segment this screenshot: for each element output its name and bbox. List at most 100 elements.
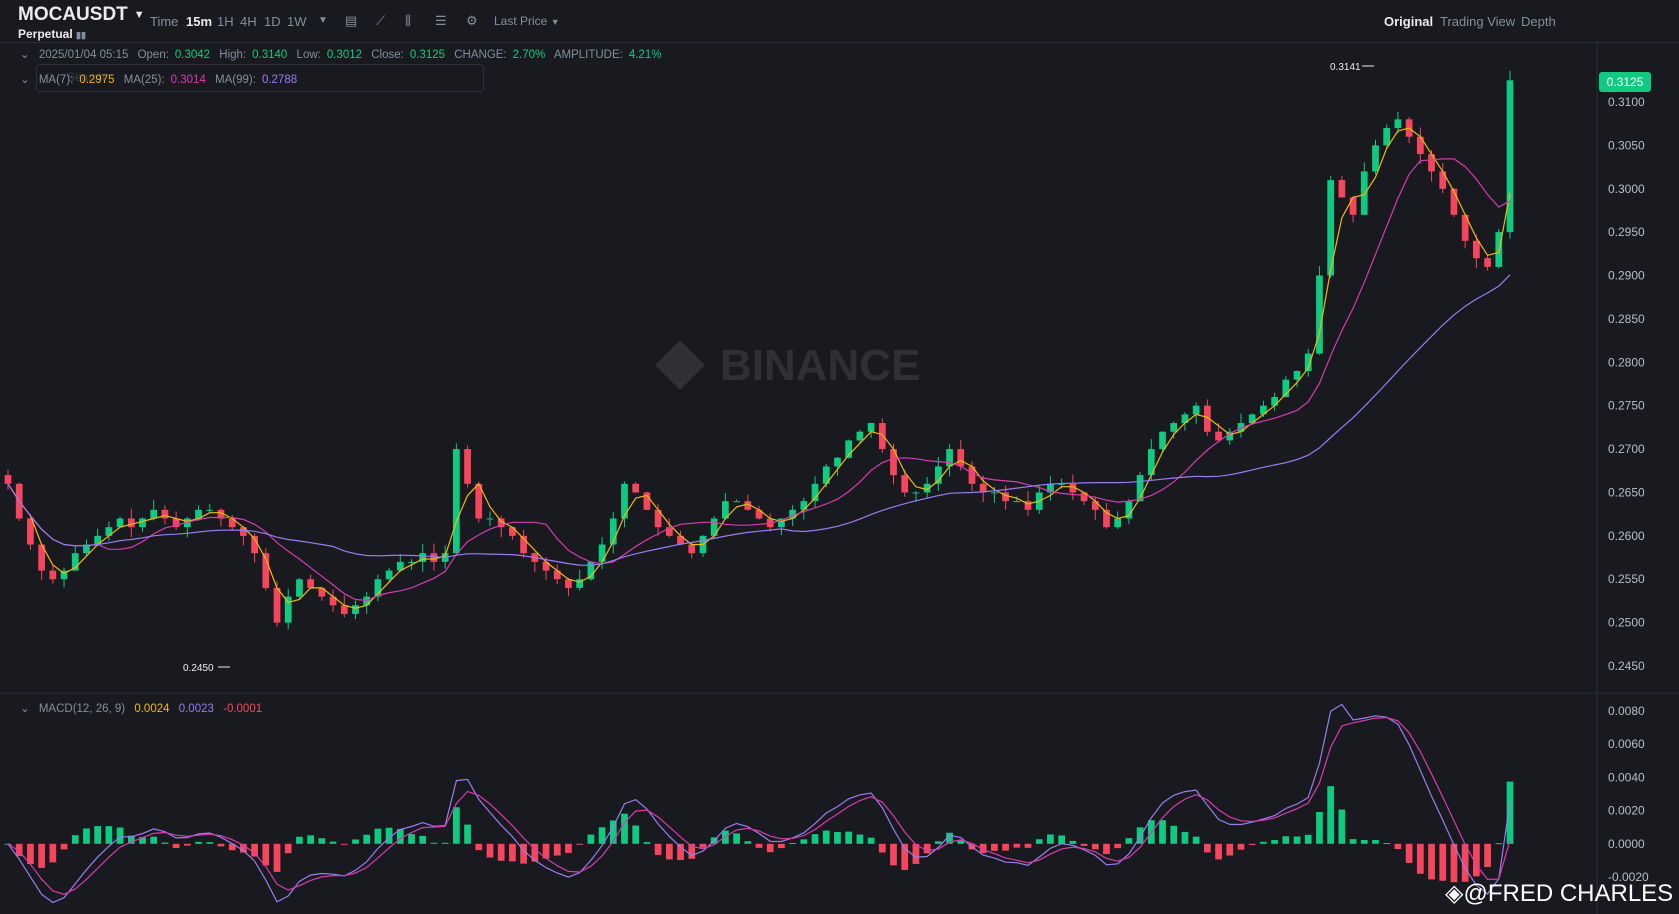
candle-body <box>1125 501 1133 519</box>
candle-body <box>1383 128 1391 146</box>
macd-histogram-bar <box>991 843 998 851</box>
macd-histogram-bar <box>385 827 393 844</box>
candle-body <box>240 527 247 536</box>
binance-watermark-text: BINANCE <box>720 341 920 390</box>
candle-body <box>1159 431 1166 450</box>
candle-body <box>475 483 483 519</box>
collapse-chevron-icon[interactable]: ⌄ <box>20 74 30 86</box>
price-type-dropdown[interactable]: Last Price ▼ <box>494 14 560 28</box>
candle-body <box>822 466 830 484</box>
collapse-chevron-icon[interactable]: ⌄ <box>20 703 30 715</box>
candle-body <box>1002 492 1009 502</box>
candle-body <box>654 509 662 528</box>
candle-body <box>94 535 102 545</box>
macd-histogram-bar <box>632 825 640 844</box>
calendar-icon[interactable]: ▤ <box>345 13 358 28</box>
candle-body <box>4 475 12 484</box>
candle-body <box>1024 501 1032 510</box>
macd-histogram-bar <box>531 843 539 862</box>
macd-histogram-bar <box>811 834 819 844</box>
macd-histogram-bar <box>1226 843 1234 856</box>
macd-dif-line <box>7 703 1511 904</box>
indicator-icon[interactable]: ⟋ <box>376 13 386 28</box>
search-placeholder: Search <box>67 70 106 84</box>
macd-histogram-bar <box>296 836 303 844</box>
candle-body <box>27 518 34 545</box>
macd-histogram-bar <box>1360 840 1368 844</box>
change-value: 2.70% <box>512 49 546 61</box>
candle-body <box>509 527 516 536</box>
macd-info-row: ⌄ MACD(12, 26, 9) 0.0024 0.0023 -0.0001 <box>20 701 268 715</box>
macd-histogram-bar <box>1103 843 1110 855</box>
candle-body <box>677 535 684 545</box>
view-depth[interactable]: Depth <box>1521 14 1556 29</box>
macd-histogram-bar <box>475 843 483 851</box>
view-original[interactable]: Original <box>1384 14 1434 29</box>
macd-histogram-bar <box>542 843 550 859</box>
candle-body <box>71 553 79 571</box>
macd-histogram-bar <box>688 843 696 859</box>
layout-icon[interactable]: ☰ <box>435 13 447 28</box>
macd-histogram-bar <box>654 843 662 855</box>
tab-1h[interactable]: 1H <box>217 14 234 29</box>
price-tick-label: 0.2600 <box>1608 529 1645 543</box>
symbol-selector[interactable]: MOCAUSDT ▼ <box>18 4 145 26</box>
tab-1d[interactable]: 1D <box>264 14 281 29</box>
macd-histogram-bar <box>1125 838 1133 844</box>
candle-body <box>318 587 326 597</box>
macd-histogram-bar <box>1181 831 1189 844</box>
macd-histogram-bar <box>957 840 965 844</box>
price-tick-label: 0.3050 <box>1608 138 1645 152</box>
macd-histogram <box>4 781 1514 883</box>
candle-body <box>722 501 729 519</box>
tab-1w[interactable]: 1W <box>287 14 307 29</box>
macd-histogram-bar <box>1271 840 1278 844</box>
macd-histogram-bar <box>1136 827 1144 844</box>
macd-histogram-bar <box>71 835 79 844</box>
macd-histogram-bar <box>1035 839 1043 844</box>
tab-15m[interactable]: 15m <box>186 14 213 29</box>
tab-time[interactable]: Time <box>150 14 179 29</box>
search-box[interactable]: ○ Search <box>36 64 484 92</box>
macd-histogram-bar <box>183 843 191 846</box>
current-price-badge: 0.3125 <box>1599 72 1651 92</box>
macd-tick-label: 0.0020 <box>1608 804 1645 818</box>
ma99-label: MA(99): <box>215 74 256 86</box>
candle-type-icon[interactable]: ⫼ <box>405 13 411 28</box>
candle-body <box>60 570 68 580</box>
macd-histogram-bar <box>1069 840 1077 844</box>
view-trading-view[interactable]: Trading View <box>1440 14 1516 29</box>
macd-histogram-bar <box>677 843 684 861</box>
candle-body <box>1114 518 1122 528</box>
macd-histogram-bar <box>744 841 752 844</box>
candle-body <box>609 518 617 545</box>
ma25-value: 0.3014 <box>170 74 206 86</box>
candle-body <box>542 561 550 571</box>
candle-body <box>1428 154 1435 172</box>
candle-body <box>1282 379 1290 398</box>
candle-body <box>565 579 572 588</box>
macd-histogram-bar <box>901 843 909 870</box>
candle-body <box>1327 180 1335 276</box>
macd-histogram-bar <box>1192 836 1200 844</box>
macd-histogram-bar <box>1394 843 1402 849</box>
macd-histogram-bar <box>520 843 527 864</box>
macd-histogram-bar <box>979 843 987 854</box>
ohlc-date: 2025/01/04 05:15 <box>38 49 129 61</box>
candle-body <box>273 587 281 623</box>
tab-4h[interactable]: 4H <box>240 14 257 29</box>
macd-histogram-bar <box>856 834 864 844</box>
candle-body <box>49 570 57 580</box>
price-axis: 0.3100 0.3050 0.3000 0.2950 0.2900 0.2850 0.28… <box>1608 95 1645 673</box>
settings-gear-icon[interactable]: ⚙ <box>466 13 478 28</box>
candle-body <box>968 466 976 484</box>
candle-body <box>1260 405 1267 415</box>
more-timeframes-icon[interactable]: ▼ <box>318 15 328 26</box>
candle-body <box>1360 171 1368 215</box>
macd-histogram-bar <box>251 843 258 857</box>
collapse-chevron-icon[interactable]: ⌄ <box>20 49 30 61</box>
candle-body <box>228 518 236 528</box>
candle-body <box>1372 145 1379 172</box>
macd-histogram-bar <box>240 843 247 853</box>
